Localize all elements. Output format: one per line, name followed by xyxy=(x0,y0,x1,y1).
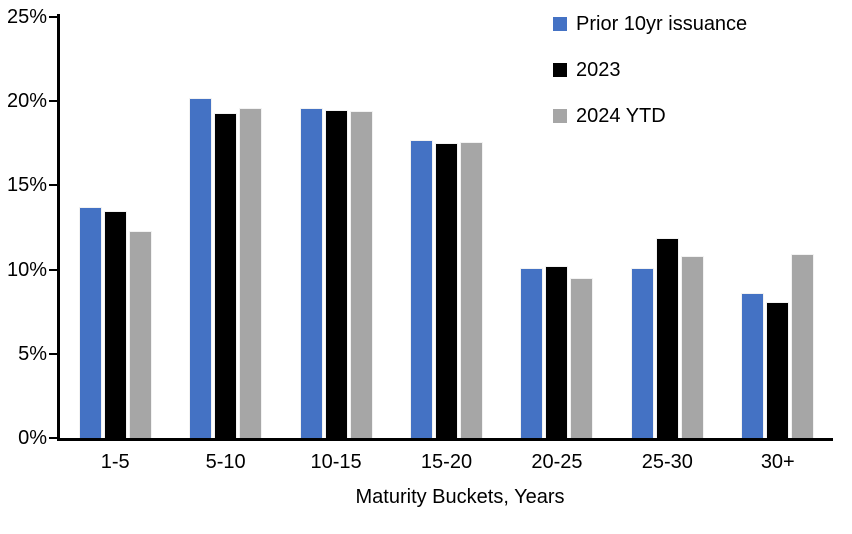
y-tick xyxy=(49,352,57,355)
bar-prior-10yr-issuance-25-30 xyxy=(630,267,654,438)
y-axis-tick-label: 10% xyxy=(6,258,47,281)
y-tick xyxy=(49,268,57,271)
bar-2024-ytd-30- xyxy=(791,254,815,438)
bar-2024-ytd-15-20 xyxy=(460,141,483,438)
x-axis-line xyxy=(57,438,833,441)
bar-prior-10yr-issuance-1-5 xyxy=(78,207,102,438)
legend-item: Prior 10yr issuance xyxy=(553,13,747,35)
bar-prior-10yr-issuance-30- xyxy=(741,293,765,438)
y-axis-tick-label: 20% xyxy=(6,90,47,113)
bar-2024-ytd-20-25 xyxy=(570,278,594,438)
bar-2023-25-30 xyxy=(655,237,679,438)
y-tick xyxy=(49,184,57,187)
x-axis-tick-label: 15-20 xyxy=(420,451,473,473)
bar-2024-ytd-25-30 xyxy=(680,256,704,438)
bar-2023-30- xyxy=(766,301,790,438)
y-axis-line xyxy=(57,14,60,441)
legend-label: Prior 10yr issuance xyxy=(576,13,748,35)
legend-label: 2024 YTD xyxy=(576,105,666,127)
y-tick xyxy=(49,16,57,18)
x-axis-tick-label: 10-15 xyxy=(310,451,362,473)
bar-2023-10-15 xyxy=(324,109,348,438)
bar-prior-10yr-issuance-20-25 xyxy=(520,267,544,438)
y-axis-tick-label: 15% xyxy=(6,174,47,197)
y-tick xyxy=(49,100,57,103)
x-axis-title: Maturity Buckets, Years xyxy=(355,486,565,508)
x-axis-tick-label: 25-30 xyxy=(641,451,693,473)
y-tick xyxy=(49,437,57,439)
x-axis-tick-label: 1-5 xyxy=(100,451,130,473)
x-axis-tick-label: 30+ xyxy=(760,451,795,473)
bar-2024-ytd-5-10 xyxy=(239,107,263,438)
bar-prior-10yr-issuance-10-15 xyxy=(299,107,323,438)
bar-2023-20-25 xyxy=(545,266,569,438)
bar-prior-10yr-issuance-5-10 xyxy=(189,97,213,438)
legend-swatch-icon xyxy=(553,63,567,77)
y-axis-tick-label: 25% xyxy=(6,6,47,28)
bar-2024-ytd-10-15 xyxy=(349,111,373,438)
bar-2024-ytd-1-5 xyxy=(128,230,152,438)
y-axis-tick-label: 0% xyxy=(18,427,47,449)
legend-swatch-icon xyxy=(553,109,567,123)
x-axis-tick-label: 5-10 xyxy=(205,451,246,473)
bar-2023-1-5 xyxy=(103,210,127,438)
bar-2023-5-10 xyxy=(214,112,238,438)
x-axis-tick-label: 20-25 xyxy=(531,451,583,473)
legend: Prior 10yr issuance 2023 2024 YTD xyxy=(553,13,747,151)
bar-2023-15-20 xyxy=(435,143,458,438)
bar-prior-10yr-issuance-15-20 xyxy=(410,139,433,438)
legend-item: 2023 xyxy=(553,59,747,81)
legend-item: 2024 YTD xyxy=(553,105,747,127)
legend-swatch-icon xyxy=(553,17,567,31)
y-axis-tick-label: 5% xyxy=(18,342,47,365)
legend-label: 2023 xyxy=(576,59,621,81)
